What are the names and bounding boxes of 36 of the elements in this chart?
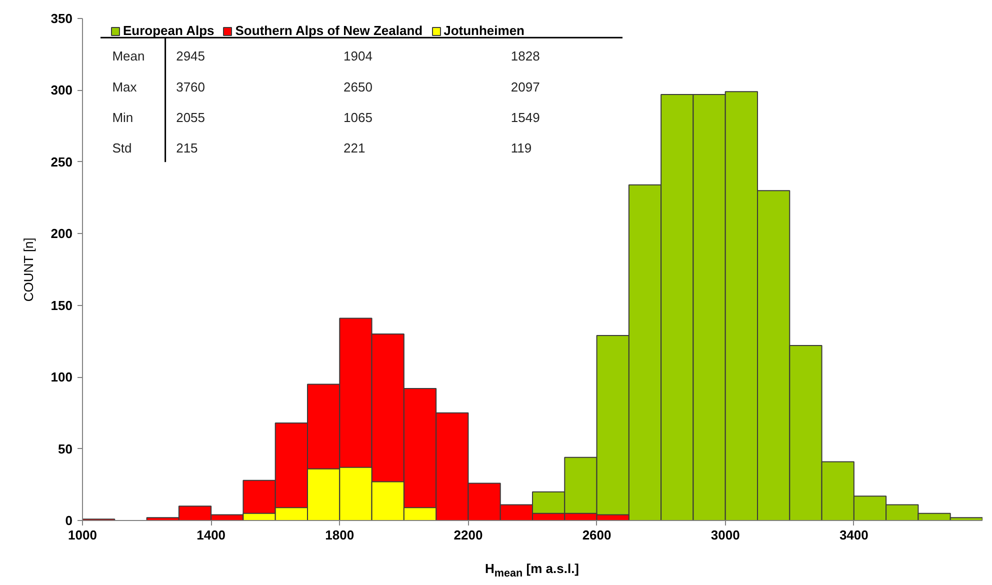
y-tick-label: 150: [50, 298, 73, 313]
annotation: 3760: [176, 79, 206, 94]
annotation: 119: [510, 140, 532, 156]
annotation: 2097: [510, 79, 540, 94]
legend-label: Southern Alps of New Zealand: [235, 23, 423, 38]
legend-label: European Alps: [123, 23, 214, 38]
annotation: 1828: [510, 48, 540, 64]
annotation: Max: [112, 79, 138, 94]
legend-label: Jotunheimen: [444, 23, 524, 38]
annotation: 1065: [344, 110, 372, 125]
annotation: 2055: [176, 110, 206, 125]
annotation: 2945: [176, 48, 206, 64]
annotation: Min: [112, 110, 134, 125]
x-tick-label: 2200: [454, 528, 483, 542]
x-tick-label: 1800: [325, 528, 354, 542]
y-tick-label: 350: [50, 11, 73, 26]
y-tick-label: 300: [50, 82, 73, 98]
y-tick-label: 0: [65, 513, 73, 528]
y-axis-title: COUNT [n]: [20, 238, 36, 302]
y-tick-label: 50: [58, 441, 73, 456]
annotation: 1549: [510, 110, 540, 125]
x-tick-label: 3400: [839, 528, 868, 542]
annotation: Mean: [112, 48, 145, 64]
annotation: 221: [344, 140, 366, 156]
x-axis-title: H$_{mean}$ [m a.s.l.]: [484, 560, 580, 582]
annotation: 1904: [344, 48, 372, 64]
annotation: 2650: [344, 79, 372, 94]
annotation: Std: [112, 140, 132, 156]
x-tick-label: 2600: [582, 528, 612, 542]
x-tick-label: 3000: [710, 528, 740, 542]
y-tick-label: 100: [50, 370, 73, 385]
y-tick-label: 200: [50, 226, 73, 242]
y-tick-label: 250: [50, 154, 73, 170]
x-tick-label: 1400: [196, 528, 226, 542]
annotation: 215: [176, 140, 198, 156]
x-tick-label: 1000: [68, 528, 97, 542]
